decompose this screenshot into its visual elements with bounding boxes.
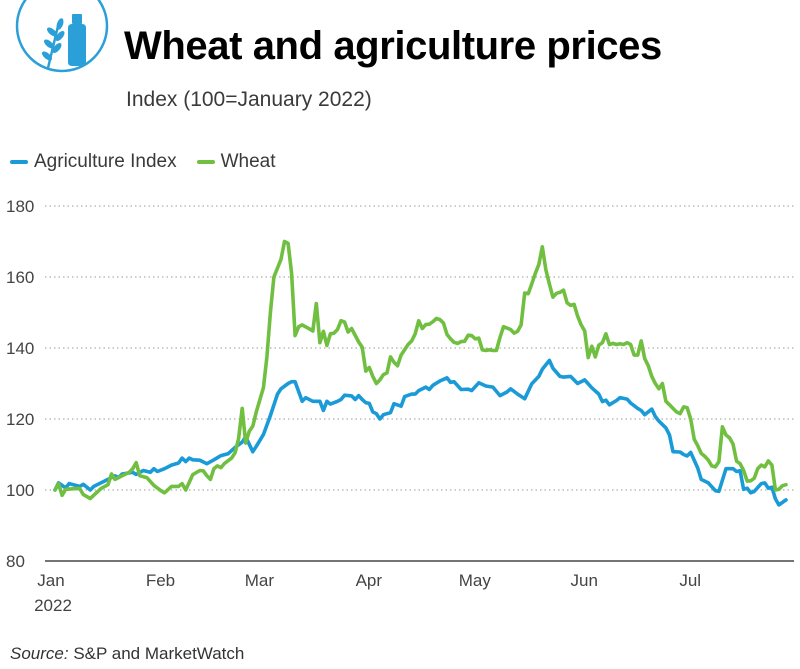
legend-label-agriculture: Agriculture Index <box>34 151 177 172</box>
x-tick-label: Jun <box>571 571 598 590</box>
x-tick-label: Jan <box>37 571 64 590</box>
x-axis-ticks: Jan 2022 Feb Mar Apr May Jun Jul <box>34 571 701 615</box>
wheat-bottle-icon <box>15 0 109 73</box>
series-lines <box>53 239 788 507</box>
y-tick-label: 140 <box>6 339 34 358</box>
chart-subtitle: Index (100=January 2022) <box>126 88 372 111</box>
series-line-agriculture <box>53 358 788 507</box>
y-tick-label: 80 <box>6 552 25 571</box>
x-tick-label: Jul <box>679 571 701 590</box>
x-tick-label: Feb <box>146 571 175 590</box>
chart-legend: Agriculture Index Wheat <box>10 151 276 173</box>
y-tick-label: 100 <box>6 481 34 500</box>
legend-swatch-agriculture <box>10 160 28 164</box>
y-tick-label: 160 <box>6 268 34 287</box>
y-axis-ticks: 180 160 140 120 100 80 <box>6 197 34 571</box>
source-text: S&P and MarketWatch <box>68 644 245 663</box>
source-label: Source: <box>10 644 69 663</box>
legend-item-wheat: Wheat <box>196 151 276 173</box>
source-note: Source: S&P and MarketWatch <box>10 644 244 664</box>
legend-swatch-wheat <box>196 160 215 164</box>
y-tick-label: 120 <box>6 410 34 429</box>
x-tick-label: Apr <box>356 571 383 590</box>
legend-item-agriculture: Agriculture Index <box>10 151 177 173</box>
chart-title: Wheat and agriculture prices <box>124 24 662 68</box>
gridlines <box>45 205 794 562</box>
y-tick-label: 180 <box>6 197 34 216</box>
x-tick-label: Mar <box>245 571 275 590</box>
legend-label-wheat: Wheat <box>220 151 276 172</box>
x-tick-label: May <box>459 571 492 590</box>
series-line-wheat <box>53 239 788 501</box>
x-tick-sublabel: 2022 <box>34 596 72 615</box>
